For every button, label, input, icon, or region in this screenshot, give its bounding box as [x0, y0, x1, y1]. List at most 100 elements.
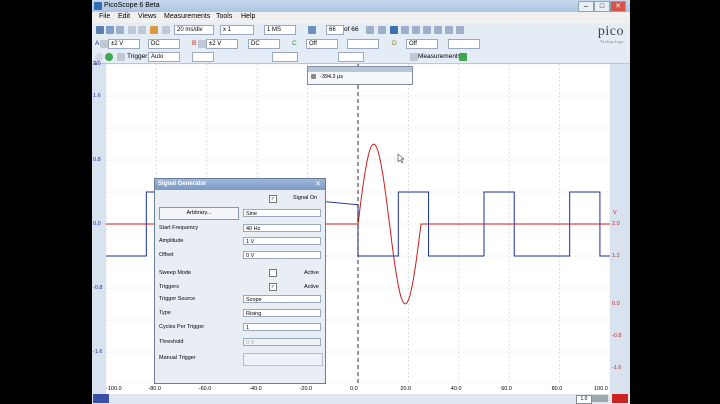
threshold-label: Threshold [159, 339, 184, 345]
left-axis-tick: -1.6 [93, 349, 103, 355]
time-axis-tick: 60.0 [501, 386, 512, 392]
channel-a-label: A [95, 40, 100, 47]
cycles-field[interactable]: 1 [243, 323, 321, 331]
measurements-label: Measurements [418, 53, 461, 60]
zoom-area-icon[interactable] [412, 26, 420, 34]
trigger-channel-select[interactable] [192, 52, 214, 62]
signal-generator-dialog: Signal Generator ✕ ✓ Signal On Arbitrary… [154, 178, 326, 384]
dialog-header: Signal Generator ✕ [155, 179, 325, 190]
arbitrary-button[interactable]: Arbitrary... [159, 207, 239, 220]
samples-select[interactable]: 1 MS [264, 25, 296, 35]
undo-zoom-icon[interactable] [445, 26, 453, 34]
time-axis: -100.0 -80.0 -60.0 -40.0 -20.0 0.0 20.0 40.0 60.… [106, 384, 610, 399]
menu-bar: File Edit Views Measurements Tools Help [92, 12, 630, 23]
menu-measurements[interactable]: Measurements [164, 13, 211, 20]
time-axis-tick: 0.0 [350, 386, 358, 392]
trigger-pretrigger-field[interactable] [338, 52, 364, 62]
channel-a-offset-marker[interactable] [93, 394, 109, 403]
channel-c-label: C [292, 40, 297, 47]
threshold-field[interactable]: 0 V [243, 338, 321, 346]
menu-views[interactable]: Views [138, 13, 157, 20]
amplitude-field[interactable]: 1 V [243, 237, 321, 245]
signal-on-label: Signal On [293, 195, 318, 201]
minimize-button[interactable]: – [578, 1, 594, 12]
buffer-first-icon[interactable] [308, 26, 316, 34]
add-measurement-icon[interactable] [410, 53, 418, 61]
channel-c-coupling[interactable] [347, 39, 379, 49]
buffer-index[interactable]: 66 [326, 25, 344, 35]
trigger-level-field[interactable] [272, 52, 298, 62]
zoom-select[interactable]: x 1 [220, 25, 254, 35]
stop-icon[interactable] [95, 53, 103, 61]
zoom-out-icon[interactable] [434, 26, 442, 34]
timebase-select[interactable]: 20 ms/div [174, 25, 214, 35]
scope-mode-icon[interactable] [96, 26, 104, 34]
channel-d-coupling[interactable] [448, 39, 480, 49]
right-axis-tick: -1.6 [612, 365, 622, 371]
offset-field[interactable]: 0 V [243, 251, 321, 259]
menu-help[interactable]: Help [241, 13, 256, 20]
menu-edit[interactable]: Edit [118, 13, 131, 20]
channel-a-coupling[interactable]: DC [148, 39, 180, 49]
channel-c-range[interactable]: Off [306, 39, 338, 49]
trigger-mode-select[interactable]: Auto [148, 52, 180, 62]
close-button[interactable]: ✕ [610, 1, 626, 12]
channel-d-label: D [392, 40, 397, 47]
sweep-mode-checkbox[interactable] [269, 269, 277, 277]
zoom-in-icon[interactable] [423, 26, 431, 34]
waveform-select[interactable]: Sine [243, 209, 321, 217]
readout-grip[interactable] [308, 67, 412, 72]
channel-b-label: B [192, 40, 197, 47]
triggers-label: Triggers [159, 284, 179, 290]
persistence-mode-icon[interactable] [106, 26, 114, 34]
type-select[interactable]: Rising [243, 309, 321, 317]
ruler-time-value: -394.2 µs [320, 74, 344, 80]
sweep-active-label: Active [304, 270, 319, 276]
scroll-bar[interactable] [592, 395, 608, 402]
channel-b-options-icon[interactable] [198, 40, 206, 48]
grid-layout-icon[interactable] [128, 26, 136, 34]
left-axis-tick: 1.6 [93, 93, 101, 99]
menu-file[interactable]: File [99, 13, 111, 20]
type-label: Type [159, 310, 171, 316]
offset-label: Offset [159, 252, 174, 258]
time-axis-tick: 80.0 [551, 386, 563, 392]
trigger-source-label: Trigger Source [159, 296, 196, 302]
channel-a-range[interactable]: ±2 V [108, 39, 140, 49]
time-axis-tick: 20.0 [400, 386, 412, 392]
buffer-next-icon[interactable] [366, 26, 374, 34]
channel-b-range[interactable]: ±2 V [206, 39, 238, 49]
ruler-icon[interactable] [150, 26, 158, 34]
channel-d-range[interactable]: Off [406, 39, 438, 49]
channel-b-coupling[interactable]: DC [248, 39, 280, 49]
spectrum-mode-icon[interactable] [116, 26, 124, 34]
manual-trigger-button[interactable] [243, 353, 323, 366]
capture-toolbar: 20 ms/div x 1 1 MS 66 of 66 [92, 23, 630, 38]
channel-a-options-icon[interactable] [100, 40, 108, 48]
signal-on-checkbox[interactable]: ✓ [269, 195, 277, 203]
measurements-add-icon[interactable] [459, 53, 467, 61]
channel-b-offset-marker[interactable] [612, 394, 628, 403]
time-axis-tick: -40.0 [249, 386, 262, 392]
menu-tools[interactable]: Tools [216, 13, 233, 20]
hand-tool-icon[interactable] [401, 26, 409, 34]
add-channel-icon[interactable] [162, 26, 170, 34]
pointer-tool-icon[interactable] [390, 26, 398, 34]
dialog-close-icon[interactable]: ✕ [315, 181, 321, 188]
maximize-button[interactable]: □ [594, 1, 610, 12]
right-axis-unit: V [613, 210, 617, 216]
dialog-title: Signal Generator [158, 181, 207, 187]
window-title: PicoScope 6 Beta [104, 2, 160, 9]
channel-a-axis: V 2.01.61.20.80.40.0-0.4-0.8-1.2-1.6-2.0 [92, 61, 106, 394]
ruler-readout-box[interactable]: -394.2 µs [307, 66, 413, 85]
start-frequency-field[interactable]: 40 Hz [243, 224, 321, 232]
view-icon[interactable] [138, 26, 146, 34]
buffer-overview-icon[interactable] [378, 26, 386, 34]
zoom-to-fit-icon[interactable] [456, 26, 464, 34]
time-axis-tick: -20.0 [299, 386, 313, 392]
triggers-active-label: Active [304, 284, 319, 290]
pico-logo: pico Technology [597, 24, 624, 44]
start-icon[interactable] [105, 53, 113, 61]
triggers-checkbox[interactable]: ✓ [269, 283, 277, 291]
trigger-source-select[interactable]: Scope [243, 295, 321, 303]
